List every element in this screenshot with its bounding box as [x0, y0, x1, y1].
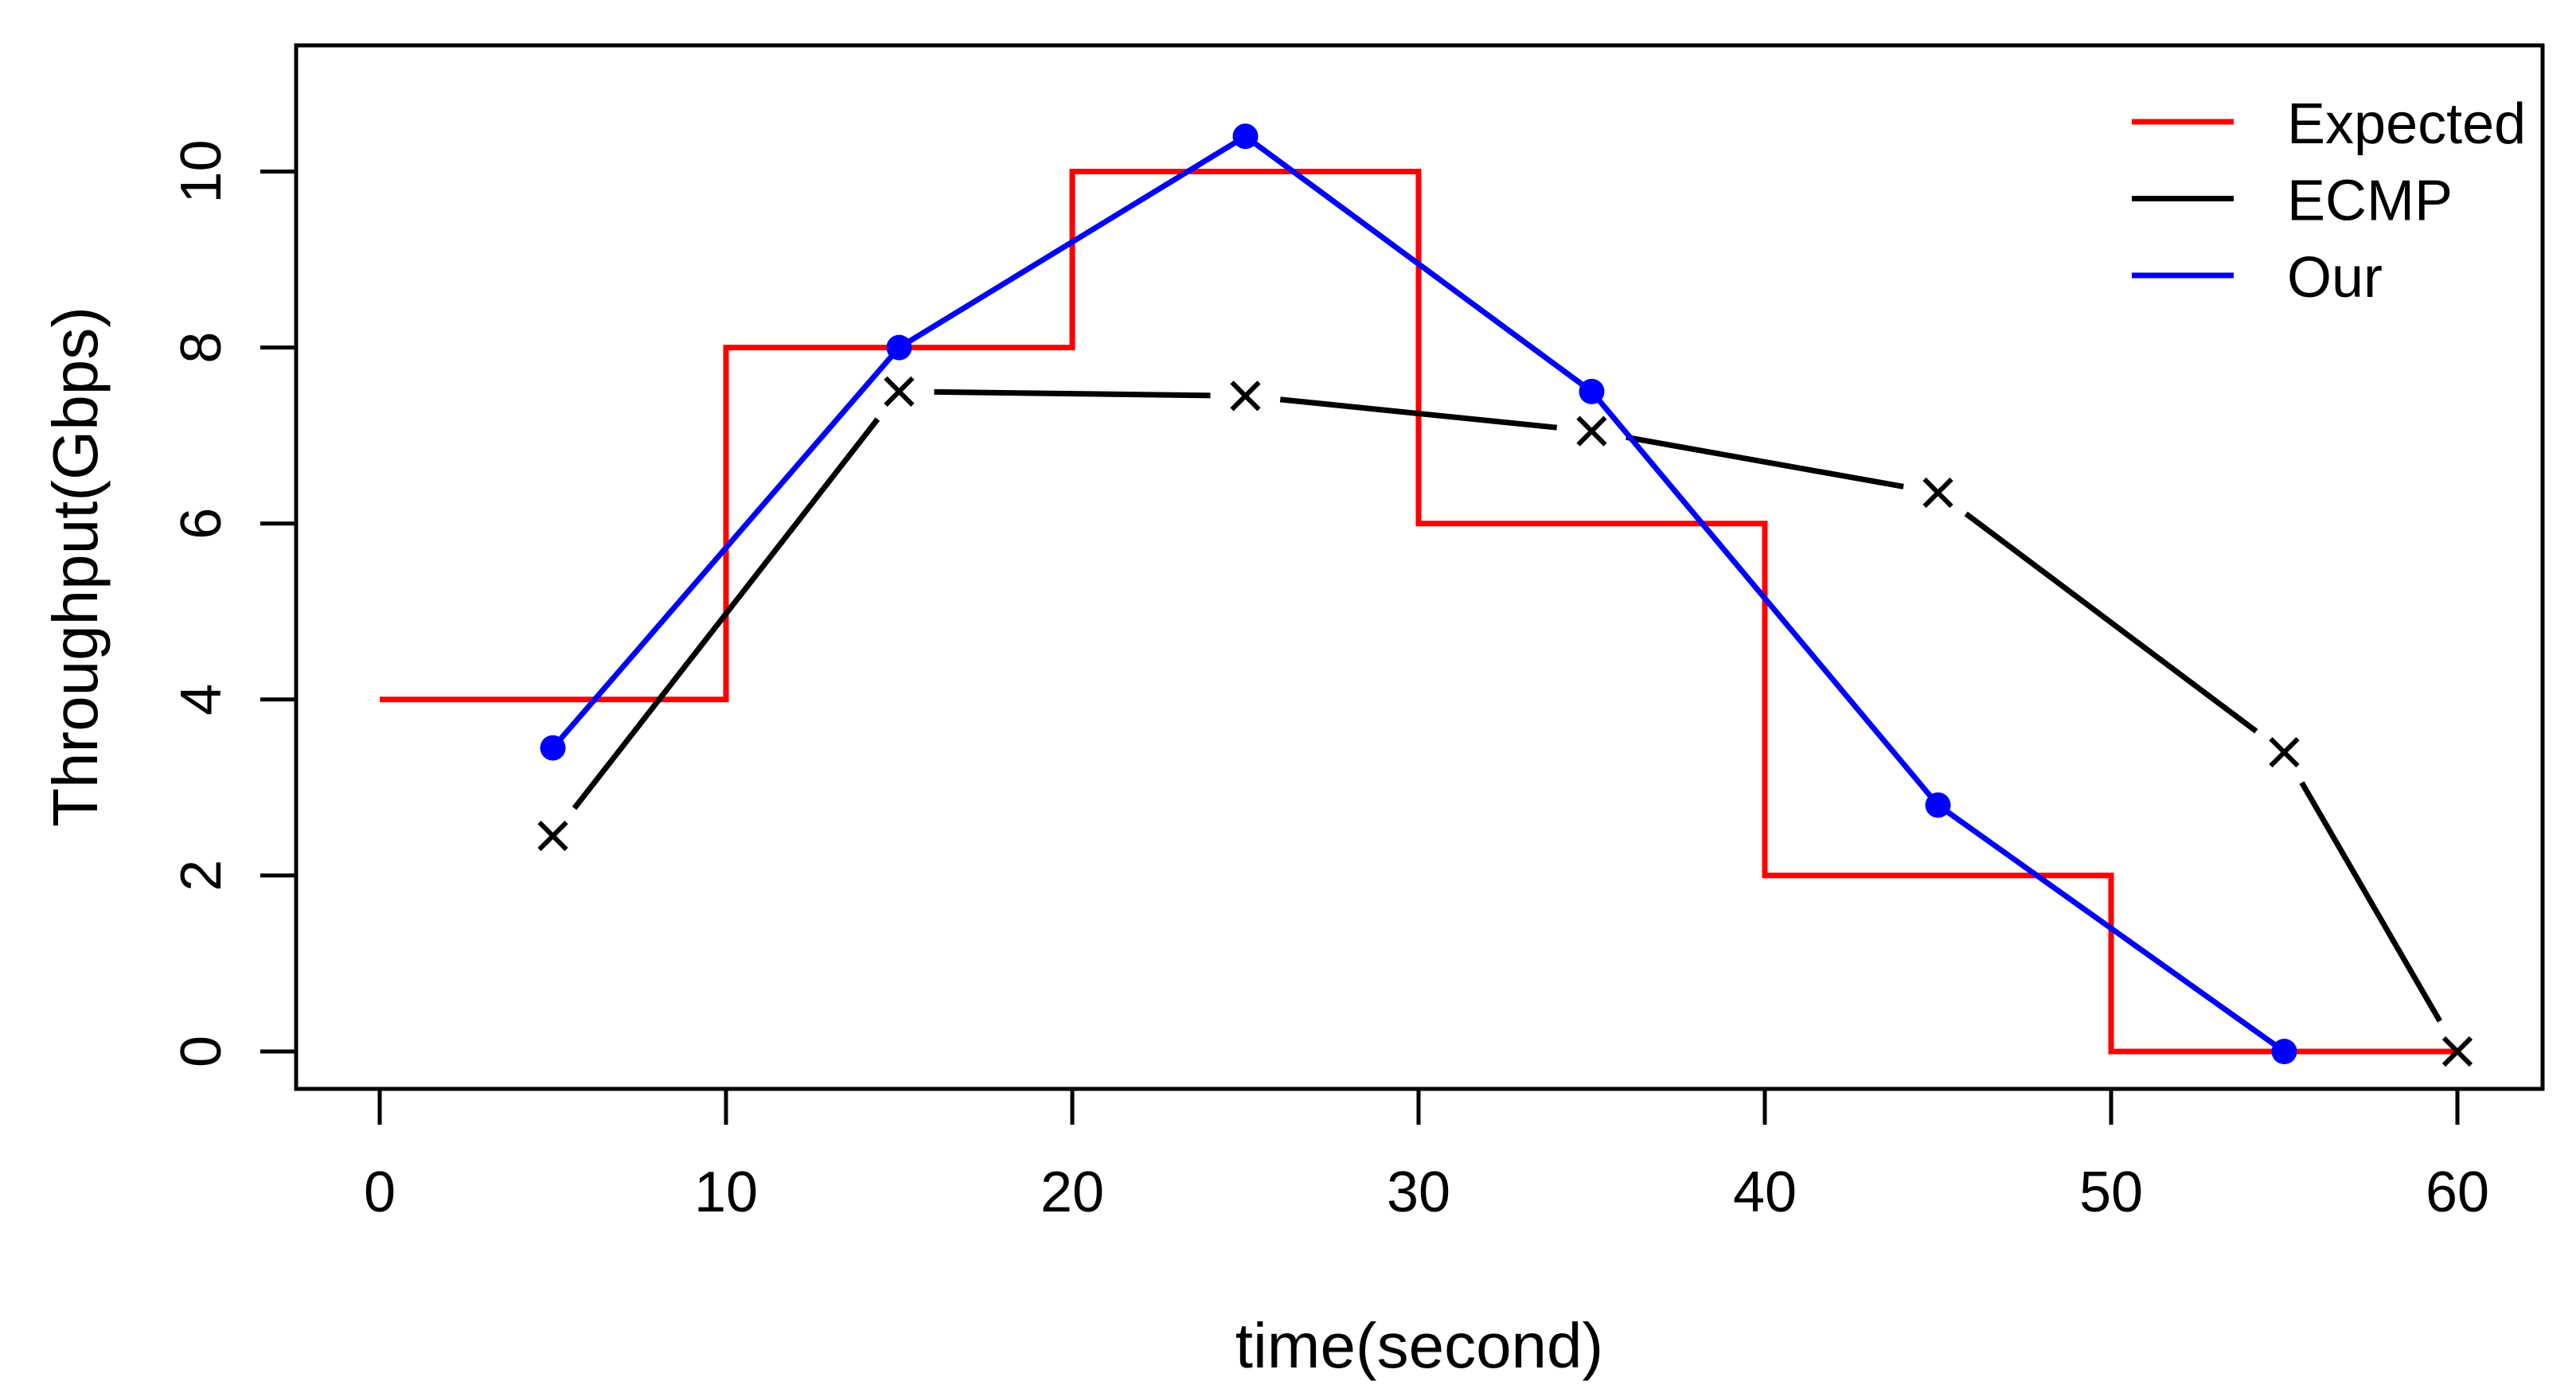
legend-entry-ecmp: ECMP — [2132, 170, 2453, 233]
y-axis-tick-label: 0 — [170, 1036, 233, 1067]
x-axis-tick-label: 40 — [1733, 1161, 1797, 1224]
legend-label: Our — [2287, 246, 2383, 310]
series-line-our — [550, 133, 2286, 1054]
x-axis-tick-label: 50 — [2079, 1161, 2143, 1224]
x-marker-stroke — [884, 376, 915, 407]
data-point-dot-our — [2271, 1039, 2297, 1064]
data-point-dot-our — [1925, 792, 1951, 818]
series-segment-ecmp — [572, 417, 880, 810]
y-axis-tick-label: 6 — [170, 508, 233, 540]
data-point-x-ecmp — [1576, 416, 1607, 447]
y-axis-tick-label: 10 — [170, 139, 233, 203]
data-point-x-ecmp — [884, 376, 915, 407]
data-point-dot-our — [1579, 378, 1605, 404]
series-segment-ecmp — [1964, 511, 2258, 734]
x-axis-tick-label: 0 — [364, 1161, 396, 1224]
x-axis-tick-label: 10 — [694, 1161, 758, 1224]
data-point-x-ecmp — [1922, 477, 1953, 509]
x-axis-title: time(second) — [1235, 1310, 1603, 1381]
data-point-dot-our — [886, 334, 912, 361]
x-marker-stroke — [1922, 477, 1953, 509]
y-axis-tick-label: 4 — [170, 684, 233, 716]
data-point-x-ecmp — [1230, 380, 1261, 412]
series-segment-ecmp — [2299, 781, 2442, 1023]
x-marker-stroke — [2441, 1036, 2473, 1067]
y-axis-tick-label: 2 — [170, 860, 233, 891]
data-point-dot-our — [540, 735, 566, 761]
series-line-expected — [380, 169, 2457, 1055]
data-point-dot-our — [1232, 123, 1259, 150]
series-segment-ecmp — [934, 388, 1211, 399]
x-marker-stroke — [537, 821, 568, 852]
legend-label: Expected — [2287, 92, 2526, 156]
legend-entry-expected: Expected — [2132, 92, 2526, 156]
x-axis-tick-label: 20 — [1040, 1161, 1104, 1224]
legend-label: ECMP — [2287, 170, 2453, 233]
y-axis-title: Throughput(Gbps) — [40, 306, 111, 827]
legend: Expected ECMP Our — [2132, 92, 2526, 310]
legend-entry-our: Our — [2132, 246, 2383, 310]
x-marker-stroke — [1576, 416, 1607, 447]
x-marker-stroke — [1230, 380, 1261, 412]
x-axis-tick-label: 30 — [1387, 1161, 1450, 1224]
data-point-x-ecmp — [537, 821, 568, 852]
series-segment-ecmp — [1279, 396, 1558, 431]
x-axis-tick-label: 60 — [2426, 1161, 2489, 1224]
data-point-x-ecmp — [2441, 1036, 2473, 1067]
series-segment-ecmp — [1626, 434, 1904, 490]
x-marker-stroke — [2269, 737, 2300, 768]
data-point-x-ecmp — [2269, 737, 2300, 768]
y-axis-tick-label: 8 — [170, 332, 233, 364]
